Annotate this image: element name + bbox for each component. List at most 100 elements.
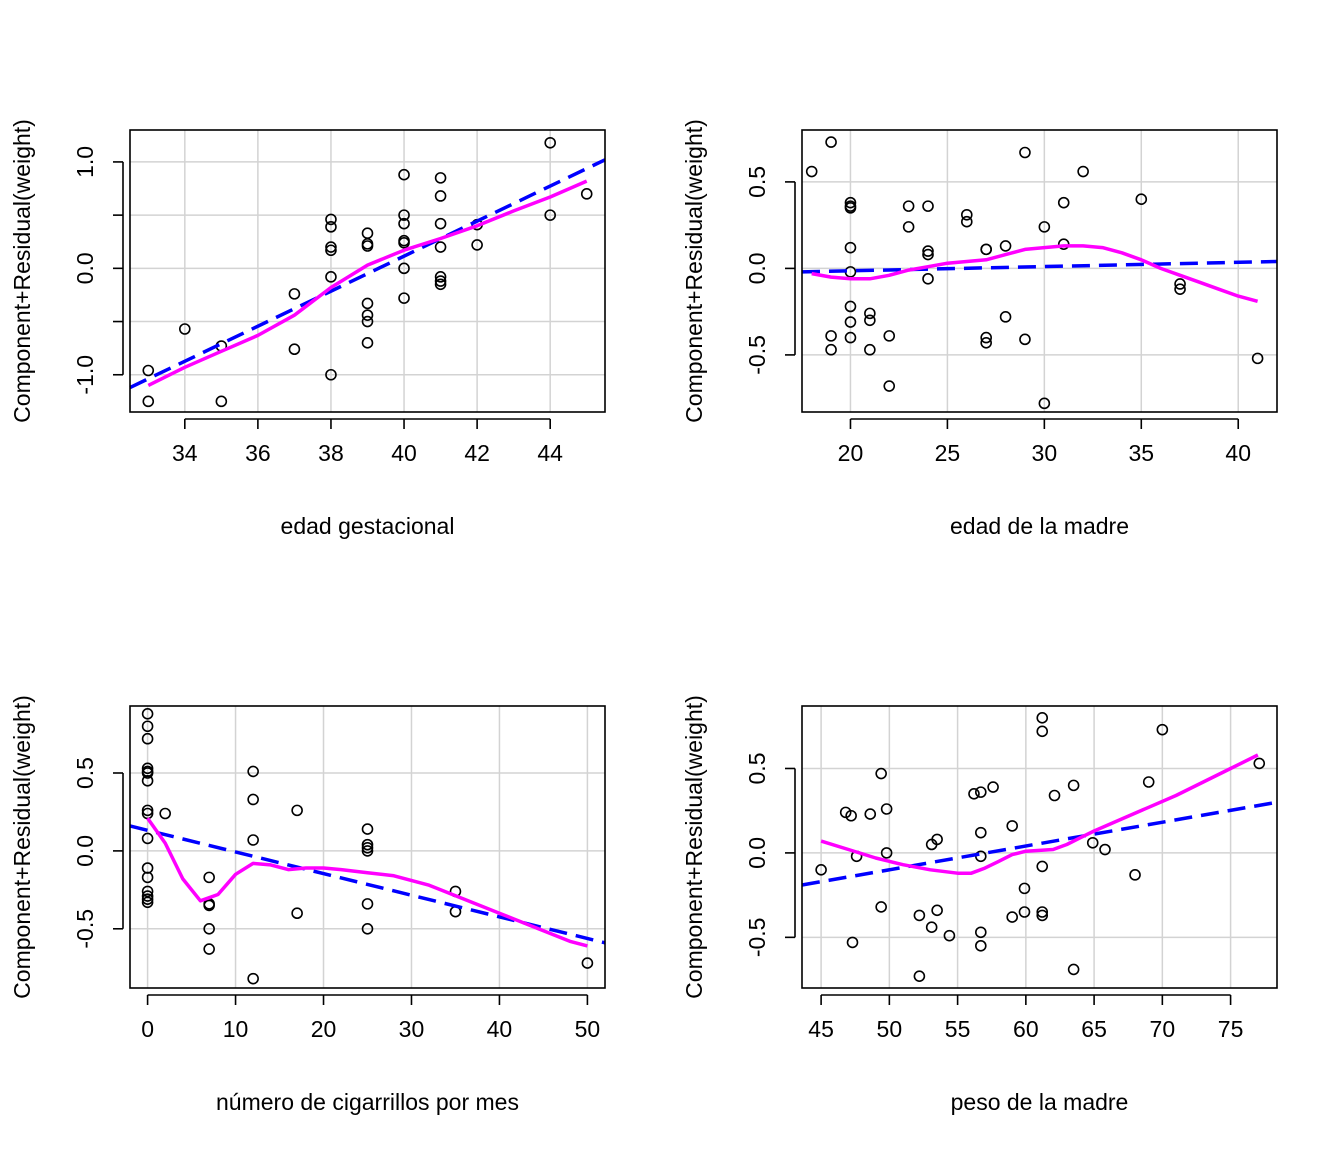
data-point [398, 237, 410, 249]
data-point [1036, 725, 1049, 738]
x-axis-label: número de cigarrillos por mes [216, 1089, 519, 1115]
data-point [805, 165, 818, 178]
data-point [1099, 843, 1111, 856]
x-tick-label: 40 [391, 440, 417, 466]
data-point [1019, 333, 1031, 346]
data-point [1251, 352, 1264, 365]
data-point [922, 200, 934, 212]
data-point [325, 271, 337, 283]
data-point [844, 196, 857, 209]
data-point [1077, 165, 1089, 178]
data-point [999, 311, 1012, 323]
data-point [291, 804, 303, 817]
x-tick-label: 30 [1032, 440, 1058, 466]
data-point [1038, 397, 1051, 410]
data-point [880, 803, 893, 815]
data-point [398, 262, 410, 275]
y-axis-label: Component+Residual(weight) [681, 119, 707, 423]
data-point [203, 922, 215, 935]
data-point [846, 936, 859, 949]
data-point [875, 901, 887, 913]
data-point [434, 217, 447, 230]
panel-3: 0 10 20 30 40 50 -0.5 0.0 0.5 número de cigarrill… [9, 695, 606, 1115]
x-tick-label: 75 [1218, 1016, 1244, 1042]
data-point [1057, 196, 1070, 209]
x-tick-label: 44 [537, 440, 563, 466]
y-tick-label: 0.0 [744, 252, 770, 284]
data-point [922, 272, 934, 285]
data-point [922, 245, 934, 257]
data-point [980, 331, 992, 344]
data-point [471, 239, 483, 251]
plot-frame [129, 129, 606, 413]
data-point [960, 215, 973, 228]
data-point [203, 871, 215, 884]
data-point [434, 190, 447, 202]
data-point [968, 788, 980, 800]
data-point [142, 364, 155, 377]
data-point [247, 793, 259, 806]
data-point [288, 343, 301, 356]
data-point [544, 136, 556, 149]
data-point [844, 316, 857, 328]
data-point [925, 921, 938, 934]
x-tick-label: 0 [141, 1016, 154, 1042]
x-tick-label: 25 [935, 440, 961, 466]
data-point [844, 241, 857, 254]
data-point [361, 309, 374, 321]
data-point [975, 926, 987, 939]
data-point [844, 300, 857, 313]
panel-2: 20 25 30 35 40 -0.5 0.0 0.5 edad de la madre Comp… [681, 119, 1278, 539]
data-point [325, 241, 337, 253]
x-tick-label: 70 [1150, 1016, 1176, 1042]
data-point [844, 202, 857, 214]
data-point [845, 809, 857, 822]
y-tick-label: 0.5 [744, 166, 770, 198]
x-tick-label: 55 [945, 1016, 971, 1042]
plot-frame [801, 705, 1278, 989]
data-point [434, 271, 447, 283]
data-point [434, 241, 447, 253]
data-point [975, 939, 987, 952]
x-tick-label: 40 [1225, 440, 1251, 466]
x-axis-label: edad de la madre [950, 513, 1129, 539]
data-point [902, 221, 915, 233]
y-tick-label: 0.0 [72, 252, 98, 284]
data-point [913, 970, 926, 982]
data-point [922, 248, 934, 261]
data-point [215, 395, 228, 408]
data-point [434, 278, 447, 291]
data-point [1018, 882, 1031, 895]
data-point [142, 395, 155, 408]
data-point [141, 890, 154, 902]
data-point [902, 200, 915, 212]
data-point [434, 275, 447, 287]
data-point [544, 209, 556, 221]
linear-fit-line [129, 158, 606, 390]
data-point [1018, 906, 1031, 918]
data-point [875, 767, 887, 780]
data-point [1006, 820, 1019, 832]
data-point [1036, 909, 1049, 922]
data-point [815, 863, 827, 876]
linear-fit-line [801, 259, 1278, 274]
data-point [398, 209, 410, 221]
data-point [880, 847, 893, 859]
data-point [864, 808, 877, 820]
data-point [1036, 906, 1049, 918]
data-point [1067, 963, 1080, 976]
data-point [864, 343, 876, 356]
x-tick-label: 45 [808, 1016, 834, 1042]
x-tick-label: 20 [311, 1016, 337, 1042]
data-point [159, 807, 171, 820]
data-point [325, 244, 337, 257]
data-point [1036, 860, 1049, 873]
data-point [1019, 146, 1031, 159]
data-point [943, 929, 956, 942]
data-point [288, 288, 301, 300]
data-point [434, 172, 447, 184]
panels: 34 36 38 40 42 44 -1.0 0.0 1.0 edad gestacional Co… [9, 119, 1278, 1115]
data-point [141, 707, 154, 720]
smooth-fit-line [147, 179, 588, 387]
x-tick-label: 34 [172, 440, 198, 466]
